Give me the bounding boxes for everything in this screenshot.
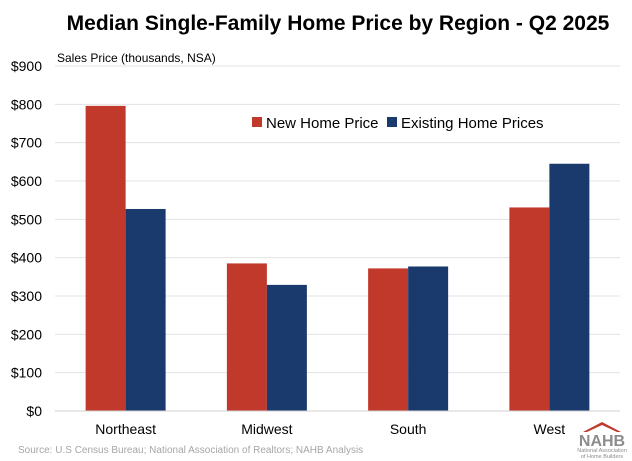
y-tick-label: $900 — [11, 58, 42, 74]
y-axis-ticks: $0 $100 $200 $300 $400 $500 $600 $700 $800 $900 — [11, 58, 42, 419]
legend-swatch-existing — [387, 117, 397, 127]
bar-northeast-new — [85, 105, 126, 411]
x-category-label: Northeast — [95, 421, 156, 437]
y-axis-label: Sales Price (thousands, NSA) — [57, 51, 216, 65]
legend: New Home Price Existing Home Prices — [252, 115, 544, 132]
bars — [85, 105, 590, 411]
nahb-logo: NAHB National Association of Home Builde… — [577, 422, 627, 460]
logo-roof-icon — [583, 422, 621, 432]
logo-subtext-2: of Home Builders — [581, 454, 623, 460]
bar-west-new — [509, 207, 550, 411]
logo-subtext-1: National Association — [577, 448, 627, 454]
y-tick-label: $400 — [11, 250, 42, 266]
y-tick-label: $100 — [11, 365, 42, 381]
legend-label-existing: Existing Home Prices — [401, 115, 544, 132]
y-tick-label: $800 — [11, 96, 42, 112]
y-tick-label: $0 — [26, 403, 42, 419]
bar-midwest-new — [226, 263, 267, 411]
bar-south-new — [368, 268, 409, 411]
y-tick-label: $500 — [11, 211, 42, 227]
x-category-label: South — [390, 421, 427, 437]
x-category-label: Midwest — [241, 421, 292, 437]
bar-west-existing — [549, 163, 590, 411]
y-tick-label: $700 — [11, 135, 42, 151]
y-tick-label: $600 — [11, 173, 42, 189]
x-category-label: West — [534, 421, 566, 437]
y-tick-label: $300 — [11, 288, 42, 304]
chart-title: Median Single-Family Home Price by Regio… — [67, 12, 610, 35]
source-note: Source: U.S Census Bureau; National Asso… — [18, 445, 363, 456]
x-axis-categories: Northeast Midwest South West — [95, 421, 565, 437]
legend-swatch-new — [252, 117, 262, 127]
bar-south-existing — [408, 266, 449, 411]
bar-midwest-existing — [266, 284, 307, 411]
legend-label-new: New Home Price — [266, 115, 379, 132]
bar-northeast-existing — [125, 208, 166, 411]
y-tick-label: $200 — [11, 326, 42, 342]
logo-text: NAHB — [579, 433, 625, 450]
